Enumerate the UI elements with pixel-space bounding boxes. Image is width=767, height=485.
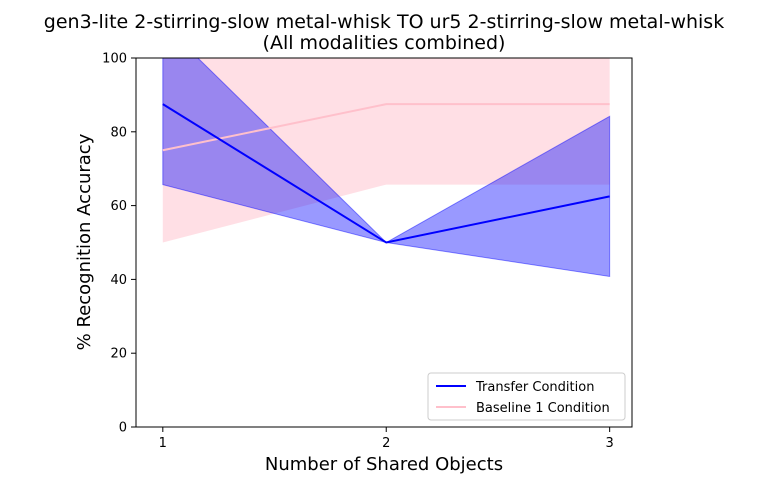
legend: Transfer Condition Baseline 1 Condition	[427, 372, 626, 421]
legend-label-transfer: Transfer Condition	[475, 380, 594, 395]
y-tick-label: 20	[110, 347, 127, 362]
chart-subtitle: (All modalities combined)	[263, 32, 506, 54]
plot-frame	[135, 57, 633, 428]
y-tick-label: 0	[119, 421, 127, 436]
series-lines	[162, 103, 610, 244]
line-series-0	[162, 103, 610, 244]
legend-box	[427, 372, 626, 421]
legend-label-baseline: Baseline 1 Condition	[476, 401, 610, 416]
confidence-bands	[162, 58, 611, 278]
line-series-1	[162, 103, 610, 152]
y-tick-label: 40	[110, 273, 127, 288]
x-tick-label: 2	[382, 436, 390, 451]
x-axis-ticks: 1 2 3	[159, 427, 614, 451]
x-axis-label: Number of Shared Objects	[265, 454, 503, 475]
y-tick-label: 80	[110, 125, 127, 140]
x-tick-label: 3	[606, 436, 614, 451]
y-axis-ticks: 0 20 40 60 80 100	[102, 52, 136, 436]
y-axis-label: % Recognition Accuracy	[74, 133, 95, 350]
chart-title: gen3-lite 2-stirring-slow metal-whisk TO…	[44, 11, 724, 33]
y-tick-label: 100	[102, 52, 127, 67]
y-tick-label: 60	[110, 199, 127, 214]
x-tick-label: 1	[159, 436, 167, 451]
